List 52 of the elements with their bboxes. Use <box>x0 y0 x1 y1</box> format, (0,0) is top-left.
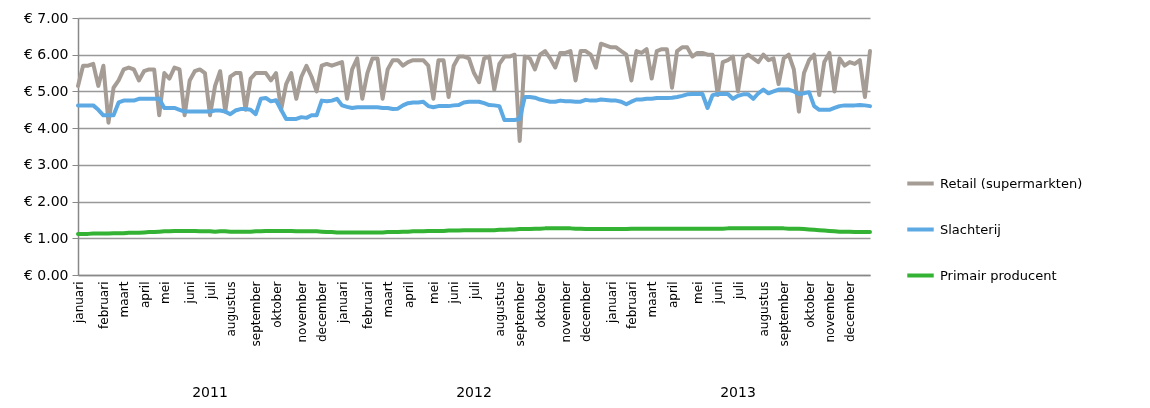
x-tick-label: augustus <box>223 281 238 337</box>
y-tick-label: € 6.00 <box>23 46 69 63</box>
x-tick-label: september <box>513 281 528 347</box>
text: 2013 <box>720 384 756 400</box>
legend-label: Primair producent <box>940 267 1057 283</box>
x-tick-label: oktober <box>802 281 817 328</box>
legend-label: Slachterij <box>940 221 1001 237</box>
x-tick-label: februari <box>96 281 111 329</box>
x-tick-label: juni <box>711 281 726 305</box>
x-tick-label: februari <box>624 281 639 329</box>
x-tick-label: december <box>843 281 858 343</box>
x-tick-label: november <box>822 281 837 343</box>
x-tick-label: maart <box>117 281 132 318</box>
x-tick-label: oktober <box>269 281 284 328</box>
y-tick-label: € 4.00 <box>23 119 69 136</box>
x-tick-label: juli <box>731 281 746 301</box>
y-tick-label: € 1.00 <box>23 229 69 246</box>
y-tick-label: € 3.00 <box>23 156 69 173</box>
x-tick-label: april <box>401 281 416 309</box>
x-tick-label: juni <box>447 281 462 305</box>
x-tick-label: februari <box>360 281 375 329</box>
x-tick-label: juli <box>203 281 218 301</box>
x-tick-label: januari <box>604 281 619 325</box>
x-tick-label: september <box>777 281 792 347</box>
y-tick-label: € 2.00 <box>23 193 69 210</box>
x-tick-label: maart <box>645 281 660 318</box>
x-tick-label: november <box>294 281 309 343</box>
x-tick-label: mei <box>157 281 172 304</box>
x-tick-label: maart <box>381 281 396 318</box>
x-tick-label: september <box>249 281 264 347</box>
line-series <box>76 41 872 143</box>
x-tick-label: december <box>315 281 330 343</box>
x-tick-label: januari <box>71 281 86 325</box>
x-tick-label: juni <box>183 281 198 305</box>
text: 2011 <box>192 384 228 400</box>
x-tick-label: oktober <box>533 281 548 328</box>
x-tick-label: augustus <box>492 281 507 337</box>
x-tick-label: augustus <box>756 281 771 337</box>
x-tick-label: januari <box>335 281 350 325</box>
y-tick-label: € 5.00 <box>23 82 69 99</box>
x-tick-label: juli <box>467 281 482 301</box>
x-tick-label: mei <box>690 281 705 304</box>
x-tick-label: november <box>558 281 573 343</box>
x-tick-label: mei <box>426 281 441 304</box>
line-series <box>76 87 872 123</box>
x-tick-label: april <box>665 281 680 309</box>
x-tick-label: december <box>579 281 594 343</box>
x-tick-label: april <box>137 281 152 309</box>
y-tick-label: € 0.00 <box>23 266 69 283</box>
y-tick-label: € 7.00 <box>23 9 69 26</box>
text: 2012 <box>456 384 492 400</box>
legend-label: Retail (supermarkten) <box>940 175 1083 191</box>
